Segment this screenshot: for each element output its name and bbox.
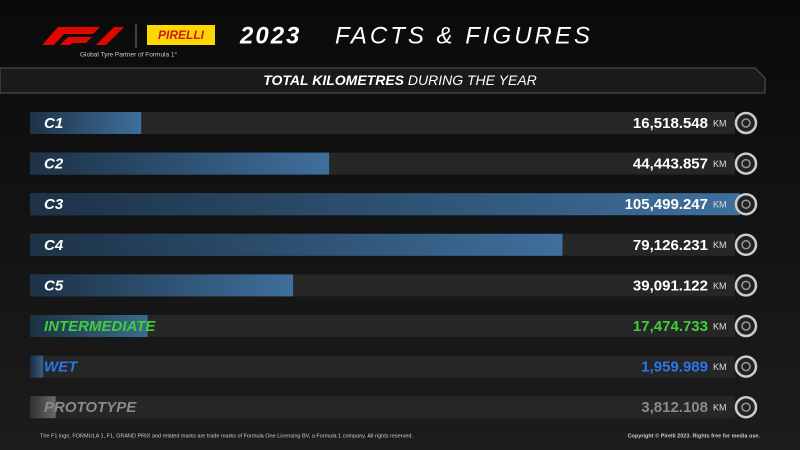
- tyre-hub: [741, 199, 751, 209]
- chart-title: FACTS & FIGURES: [335, 22, 593, 49]
- tagline: Global Tyre Partner of Formula 1°: [80, 51, 178, 59]
- unit-label: KM: [713, 159, 727, 169]
- tyre-hub: [741, 361, 751, 372]
- value-label: 1,959.989: [641, 359, 708, 376]
- bar-shade: [30, 396, 56, 419]
- tyre-icon: [734, 395, 758, 419]
- subtitle-band: [0, 67, 766, 94]
- subtitle-bold: TOTAL KILOMETRES: [263, 72, 404, 88]
- category-label: C1: [44, 115, 63, 132]
- subtitle-rest: DURING THE YEAR: [408, 72, 537, 88]
- unit-label: KM: [713, 240, 727, 250]
- value-label: 44,443.857: [633, 156, 708, 173]
- unit-label: KM: [713, 403, 727, 413]
- category-label: C4: [44, 237, 64, 254]
- bar-shade: [30, 193, 740, 216]
- tyre-icon: [734, 192, 758, 216]
- subtitle: TOTAL KILOMETRES DURING THE YEAR: [263, 72, 537, 88]
- category-label: C5: [44, 277, 64, 294]
- value-label: 16,518.548: [633, 115, 708, 132]
- unit-label: KM: [713, 321, 727, 331]
- tyre-hub: [741, 280, 751, 291]
- footer-right: Copyright © Pirelli 2023. Rights free fo…: [628, 432, 761, 439]
- value-label: 39,091.122: [633, 277, 708, 294]
- bar-shade: [30, 355, 44, 378]
- unit-label: KM: [713, 118, 727, 128]
- tyre-icon: [734, 314, 758, 338]
- partner-name: PIRELLI: [158, 28, 205, 42]
- bar-shade: [30, 112, 142, 134]
- category-label: PROTOTYPE: [44, 399, 137, 416]
- bar-shade: [30, 233, 563, 256]
- bar-shade: [30, 274, 294, 297]
- row-track: [30, 355, 735, 378]
- bar-shade: [30, 152, 330, 175]
- unit-label: KM: [713, 200, 727, 210]
- unit-label: KM: [713, 362, 727, 372]
- row-track: [30, 396, 735, 419]
- tyre-hub: [741, 402, 751, 412]
- category-label: C2: [44, 156, 64, 173]
- tyre-hub: [741, 118, 751, 128]
- tyre-hub: [741, 158, 751, 169]
- value-label: 3,812.108: [641, 399, 708, 416]
- tyre-icon: [734, 233, 758, 257]
- value-label: 79,126.231: [633, 237, 708, 254]
- tyre-icon: [734, 111, 758, 135]
- category-label: WET: [44, 359, 79, 376]
- category-label: INTERMEDIATE: [44, 318, 156, 335]
- tyre-icon: [734, 355, 758, 378]
- f1-logo: [42, 27, 124, 45]
- unit-label: KM: [713, 281, 727, 291]
- tyre-icon: [734, 152, 758, 175]
- tyre-icon: [734, 274, 758, 297]
- category-label: C3: [44, 196, 64, 213]
- bar-shade: [30, 315, 148, 337]
- year: 2023: [239, 22, 301, 49]
- tyre-hub: [741, 321, 751, 331]
- value-label: 105,499.247: [625, 196, 708, 213]
- footer-left: The F1 logo, FORMULA 1, F1, GRAND PRIX a…: [40, 433, 413, 439]
- row-track: [30, 112, 735, 134]
- tyre-hub: [741, 240, 751, 250]
- pirelli-logo: [147, 25, 215, 45]
- row-track: [30, 315, 735, 337]
- value-label: 17,474.733: [633, 318, 708, 335]
